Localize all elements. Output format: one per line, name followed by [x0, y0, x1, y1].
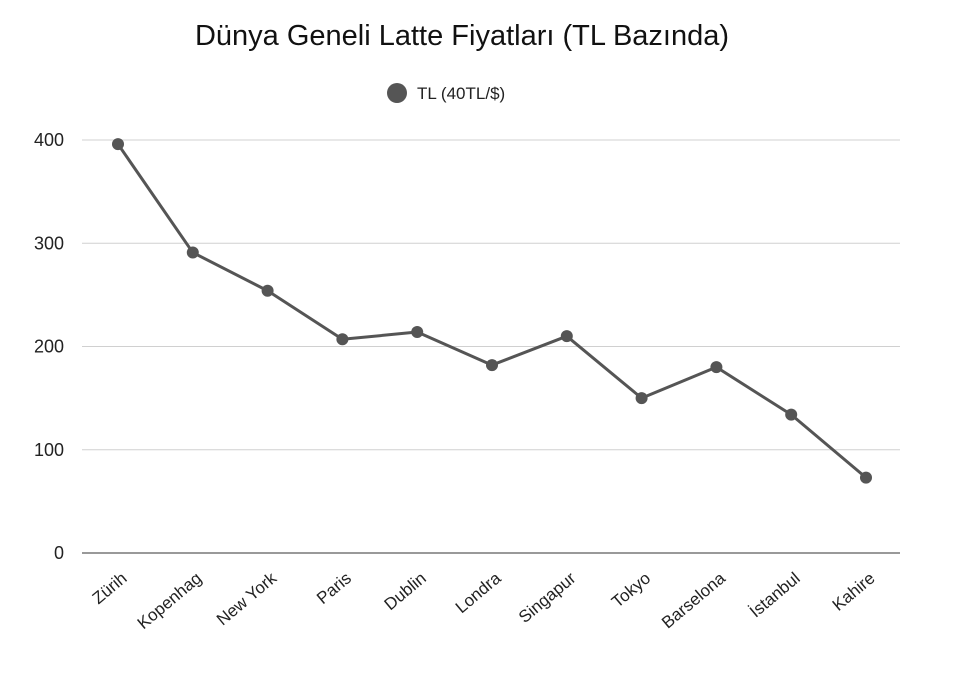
data-point [336, 333, 349, 346]
legend-label: TL (40TL/$) [417, 84, 505, 103]
data-point [112, 138, 124, 151]
x-tick-label: Kahire [829, 569, 879, 615]
y-tick-label: 400 [34, 130, 64, 150]
data-point [860, 471, 872, 484]
data-point [560, 330, 573, 343]
x-tick-label: Singapur [515, 568, 580, 627]
x-tick-label: Barselona [658, 568, 729, 632]
x-tick-label: Londra [452, 568, 505, 617]
x-tick-label: Zürih [89, 569, 131, 608]
data-point [710, 361, 723, 374]
series [112, 138, 872, 484]
grid [82, 139, 900, 554]
x-axis: Zürih Kopenhag New York Paris Dublin Londra Si… [89, 568, 879, 633]
x-tick-label: Kopenhag [134, 569, 206, 633]
series-line [116, 142, 868, 480]
x-tick-label: New York [213, 568, 281, 629]
y-axis: 0 100 200 300 400 [34, 130, 64, 563]
y-tick-label: 300 [34, 233, 64, 253]
data-point [785, 408, 798, 421]
x-tick-label: İstanbul [746, 569, 804, 622]
x-tick-label: Tokyo [608, 569, 654, 612]
data-point [411, 326, 424, 339]
y-tick-label: 200 [34, 337, 64, 357]
chart-title: Dünya Geneli Latte Fiyatları (TL Bazında… [195, 20, 729, 52]
data-point [261, 284, 274, 297]
y-tick-label: 0 [54, 543, 64, 563]
legend-marker [387, 83, 407, 103]
data-point [635, 392, 648, 405]
x-tick-label: Dublin [381, 569, 430, 615]
data-point [486, 359, 498, 372]
y-tick-label: 100 [34, 440, 64, 460]
data-point [186, 246, 199, 259]
legend: TL (40TL/$) [387, 83, 505, 103]
x-tick-label: Paris [313, 569, 355, 608]
